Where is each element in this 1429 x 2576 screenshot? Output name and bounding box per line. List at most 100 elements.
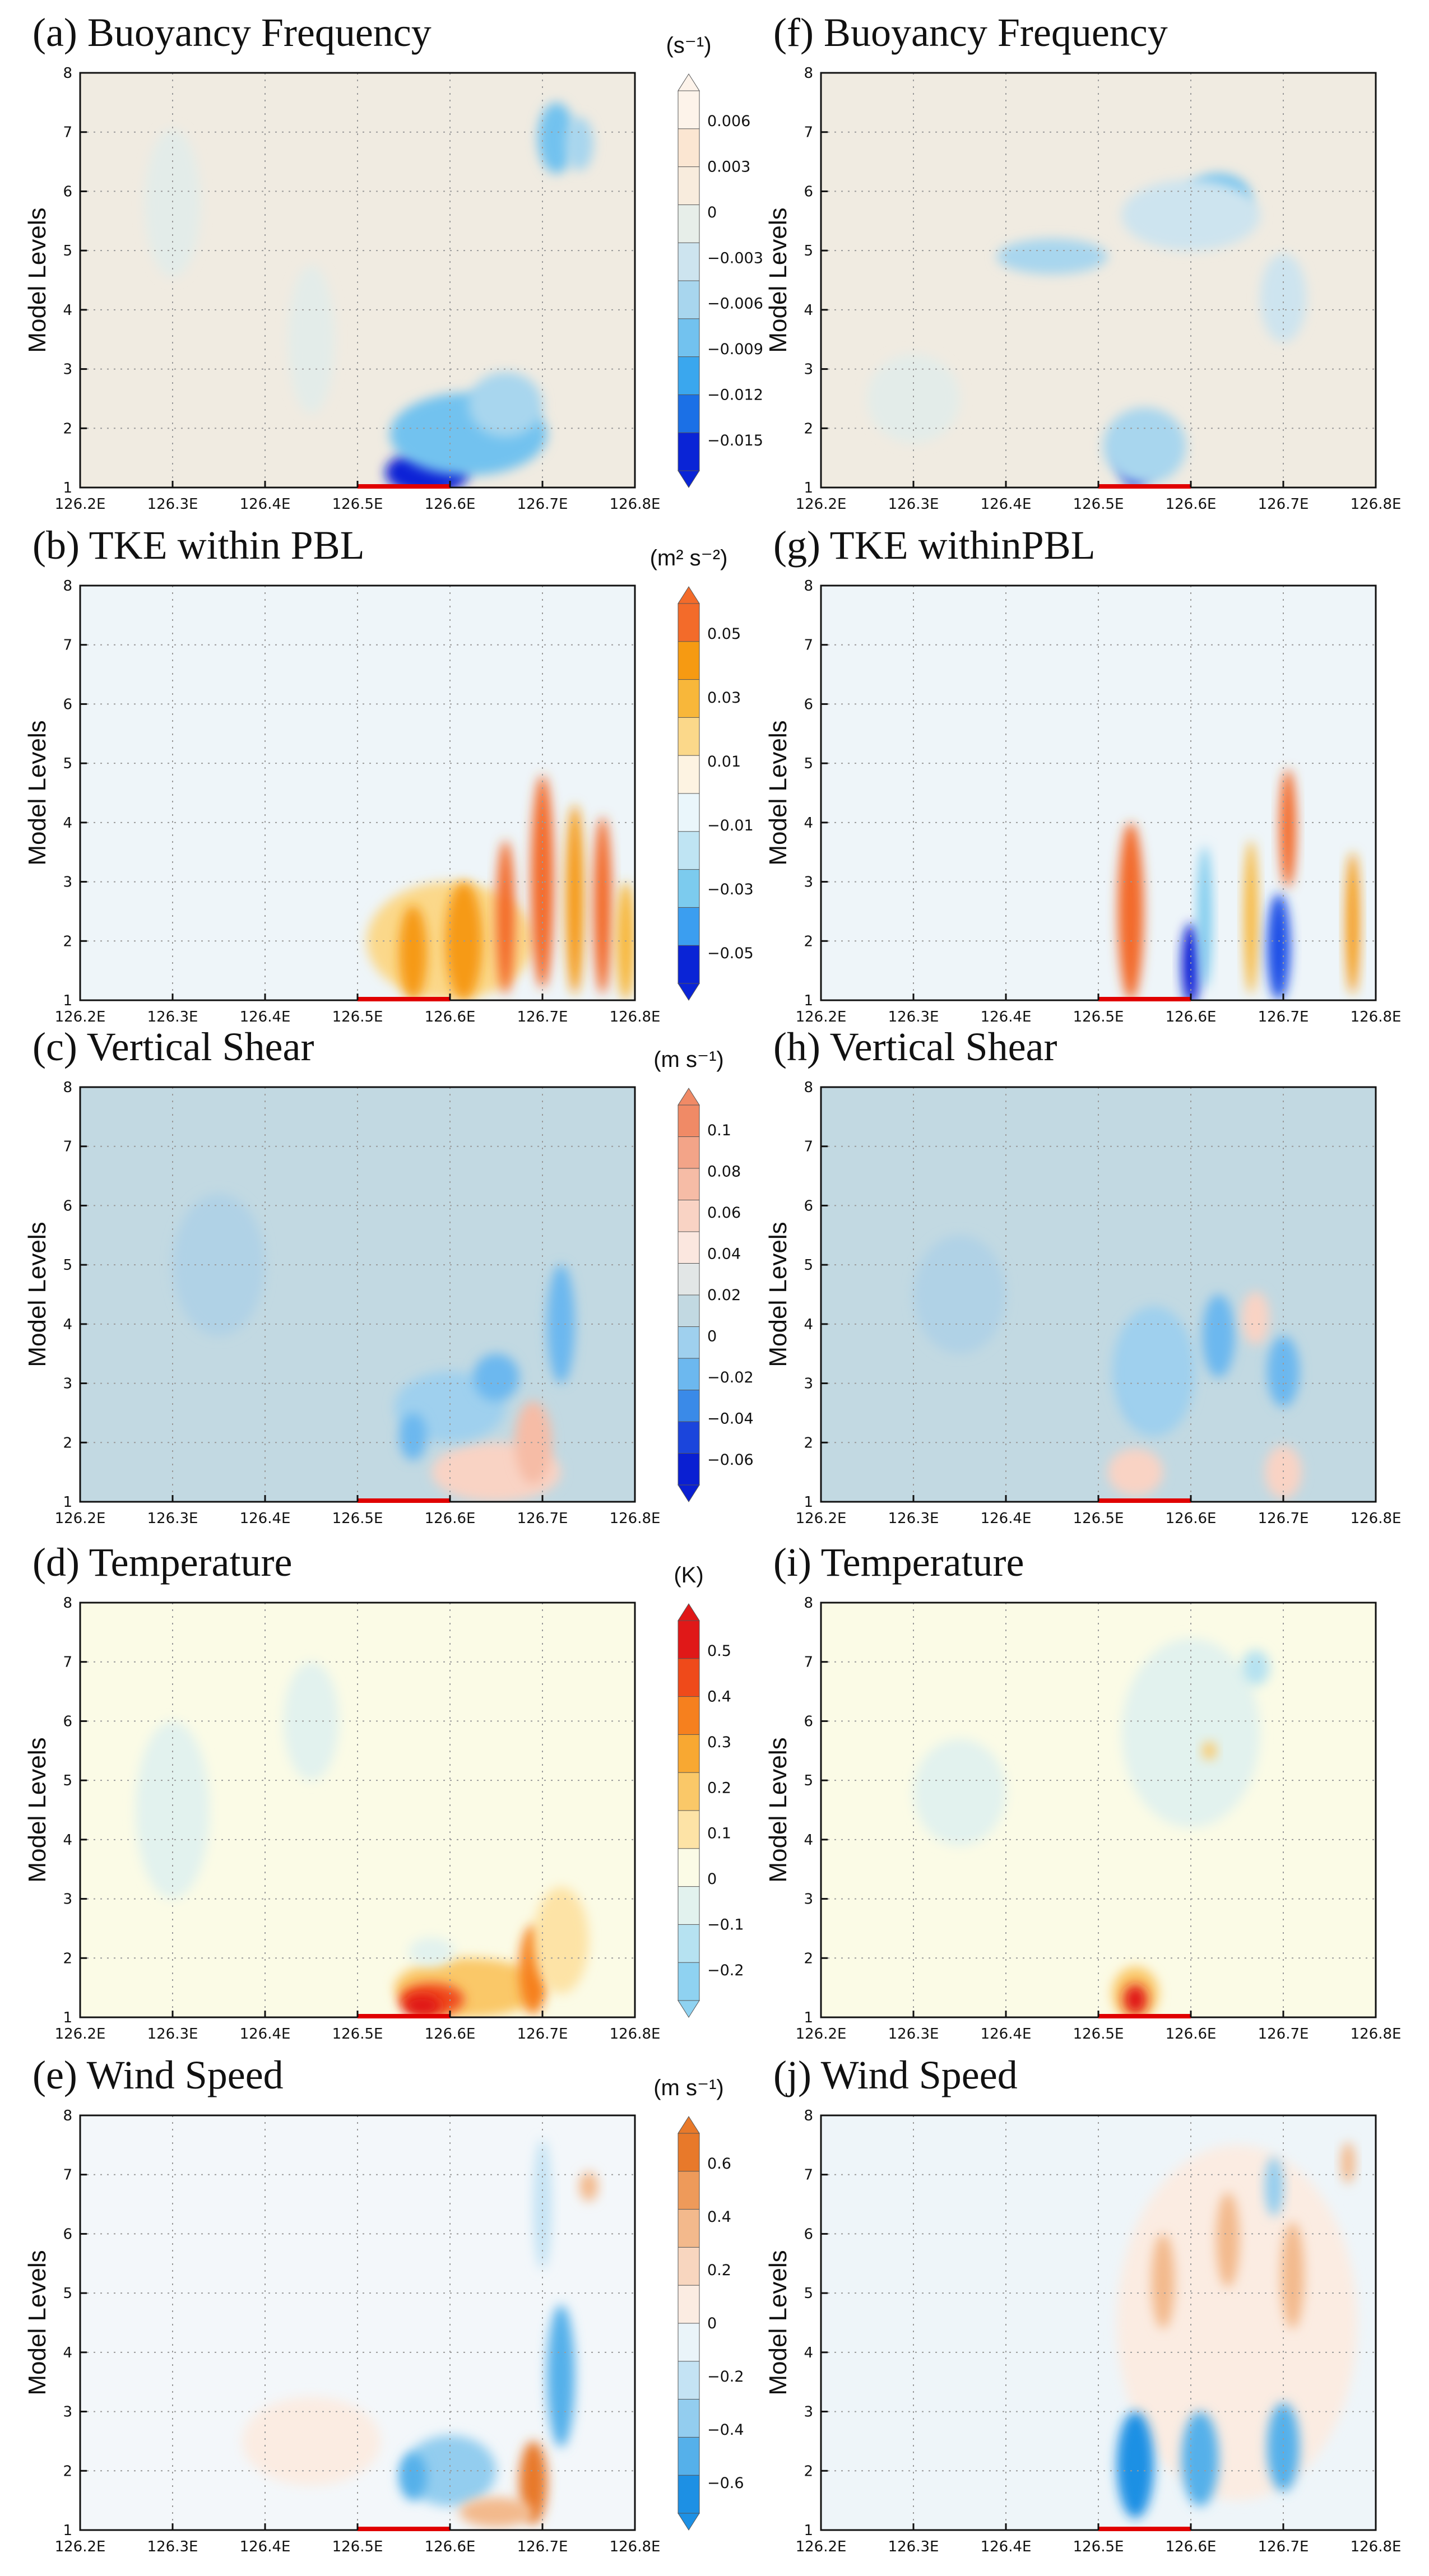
x-tick-label: 126.3E <box>147 1009 198 1025</box>
x-tick-label: 126.4E <box>981 2538 1032 2555</box>
x-tick-label: 126.6E <box>1166 2538 1217 2555</box>
x-tick-label: 126.8E <box>610 1510 661 1527</box>
y-tick-label: 3 <box>63 2404 72 2421</box>
contour-blob <box>1117 822 1144 1000</box>
contour-blob <box>1280 2222 1305 2329</box>
colorbar-cap-bottom <box>678 2000 700 2018</box>
colorbar-label: 0 <box>707 2315 717 2332</box>
contour-field <box>1117 2142 1357 2518</box>
y-tick-label: 5 <box>63 1257 72 1274</box>
y-tick-label: 3 <box>804 874 813 891</box>
contour-blob <box>547 2305 575 2448</box>
x-tick-label: 126.2E <box>55 1009 106 1025</box>
x-tick-label: 126.3E <box>888 496 939 513</box>
y-tick-label: 7 <box>804 2167 813 2184</box>
y-tick-label: 5 <box>804 2285 813 2302</box>
colorbar-label: 0.2 <box>707 1779 731 1797</box>
contour-blob <box>1181 2411 1219 2507</box>
panel-a: (a) Buoyancy Frequency 126.2E 126.3E 126.4E… <box>24 10 763 513</box>
grid <box>80 2115 635 2530</box>
panel-title: (j) Wind Speed <box>773 2053 1018 2097</box>
y-tick-label: 8 <box>63 1595 72 1612</box>
grid <box>821 73 1376 488</box>
panel-title: (b) TKE within PBL <box>33 523 365 568</box>
colorbar-swatch <box>678 831 700 870</box>
contour-blob <box>1341 2142 1355 2184</box>
panel-title: (c) Vertical Shear <box>33 1024 314 1069</box>
y-tick-label: 6 <box>63 1198 72 1214</box>
contour-blob <box>242 2397 381 2486</box>
x-tick-label: 126.7E <box>517 1009 568 1025</box>
y-tick-label: 1 <box>63 2009 72 2026</box>
y-tick-label: 3 <box>804 1891 813 1908</box>
y-tick-label: 5 <box>63 755 72 772</box>
y-tick-label: 2 <box>63 933 72 950</box>
colorbar-swatch <box>678 1104 700 1138</box>
y-tick-label: 2 <box>804 1950 813 1967</box>
y-tick-label: 2 <box>804 420 813 437</box>
x-tick-label: 126.6E <box>1166 1510 1217 1527</box>
x-tick-label: 126.6E <box>1166 1009 1217 1025</box>
colorbar-swatch <box>678 1136 700 1169</box>
colorbar-swatch <box>678 1848 700 1887</box>
panel-title: (i) Temperature <box>773 1540 1024 1585</box>
colorbar-cap-bottom <box>678 1484 700 1502</box>
x-tick-label: 126.5E <box>1073 2026 1124 2043</box>
contour-field <box>1117 769 1360 1000</box>
panel-title: (h) Vertical Shear <box>773 1024 1057 1069</box>
colorbar-label: 0.006 <box>707 113 750 130</box>
grid <box>80 586 635 1000</box>
colorbar-label: 0.06 <box>707 1204 741 1222</box>
y-axis-label: Model Levels <box>24 1222 51 1367</box>
colorbar-swatch <box>678 2133 700 2172</box>
y-axis-label: Model Levels <box>24 1737 51 1882</box>
contour-field <box>867 173 1307 488</box>
colorbar-swatch <box>678 1358 700 1391</box>
colorbar-swatch <box>678 1231 700 1264</box>
contour-blob <box>913 1235 1006 1354</box>
contour-blob <box>593 816 612 995</box>
colorbar-swatch <box>678 2247 700 2286</box>
colorbar-cap-top <box>678 586 700 604</box>
colorbar-swatch <box>678 1810 700 1849</box>
y-tick-label: 5 <box>804 1772 813 1789</box>
x-tick-label: 126.4E <box>240 1009 291 1025</box>
contour-blob <box>1103 407 1186 485</box>
panel-b: (b) TKE within PBL 126.2E 126.3E 126.4E 126.… <box>24 523 754 1025</box>
y-tick-label: 6 <box>63 2226 72 2243</box>
y-tick-label: 4 <box>804 1316 813 1333</box>
y-tick-label: 6 <box>63 696 72 713</box>
y-tick-label: 3 <box>63 1891 72 1908</box>
contour-blob <box>547 1265 575 1384</box>
y-tick-label: 2 <box>63 420 72 437</box>
contour-blob <box>1124 1984 1147 2015</box>
colorbar-swatch <box>678 1696 700 1735</box>
y-tick-label: 8 <box>804 1595 813 1612</box>
y-tick-label: 7 <box>804 637 813 654</box>
colorbar-swatch <box>678 869 700 908</box>
grid <box>80 1603 635 2017</box>
grid <box>80 73 635 488</box>
y-tick-label: 6 <box>804 696 813 713</box>
x-tick-label: 126.8E <box>1351 496 1402 513</box>
contour-blob <box>1260 253 1307 342</box>
panel-i: (i) Temperature 126.2E 126.3E 126.4E 126.5E 1… <box>764 1540 1401 2043</box>
colorbar-swatch <box>678 755 700 794</box>
colorbar-swatch <box>678 356 700 396</box>
y-tick-label: 4 <box>63 2345 72 2361</box>
contour-blob <box>1241 1291 1270 1345</box>
x-tick-label: 126.2E <box>796 496 847 513</box>
contour-blob <box>408 1937 455 1967</box>
x-tick-label: 126.3E <box>888 1009 939 1025</box>
contour-blob <box>1267 1336 1300 1407</box>
contour-field <box>136 1661 589 2017</box>
y-tick-label: 7 <box>63 637 72 654</box>
contour-blob <box>288 265 335 414</box>
y-tick-label: 1 <box>804 480 813 496</box>
x-tick-label: 126.7E <box>1258 1510 1309 1527</box>
contour-blob <box>1202 1742 1217 1760</box>
x-tick-label: 126.6E <box>425 2026 476 2043</box>
y-tick-label: 8 <box>63 578 72 595</box>
